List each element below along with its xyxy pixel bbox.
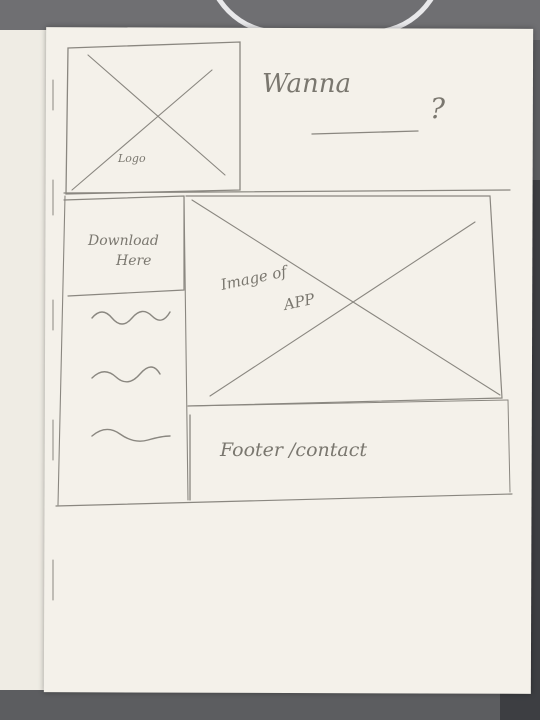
image-label-line2: APP xyxy=(280,290,317,315)
text-squiggle xyxy=(91,428,171,442)
logo-label: Logo xyxy=(117,152,146,165)
header-divider xyxy=(63,189,511,194)
logo-placeholder xyxy=(65,41,241,195)
download-label-line1: Download xyxy=(87,233,159,249)
text-squiggle xyxy=(91,366,161,383)
footer-label: Footer /contact xyxy=(219,439,367,461)
headline-text: Wanna xyxy=(262,69,351,99)
text-squiggle xyxy=(91,310,171,325)
bottom-divider xyxy=(55,493,513,507)
headline-blank-line xyxy=(311,130,419,135)
app-image-placeholder xyxy=(185,195,503,407)
download-button[interactable] xyxy=(63,195,185,297)
footer-box xyxy=(187,399,511,501)
left-column-border xyxy=(57,195,66,506)
question-mark: ? xyxy=(430,92,446,125)
left-column-divider xyxy=(183,195,189,501)
download-label-line2: Here xyxy=(115,253,151,269)
image-label-line1: Image of xyxy=(218,262,291,294)
